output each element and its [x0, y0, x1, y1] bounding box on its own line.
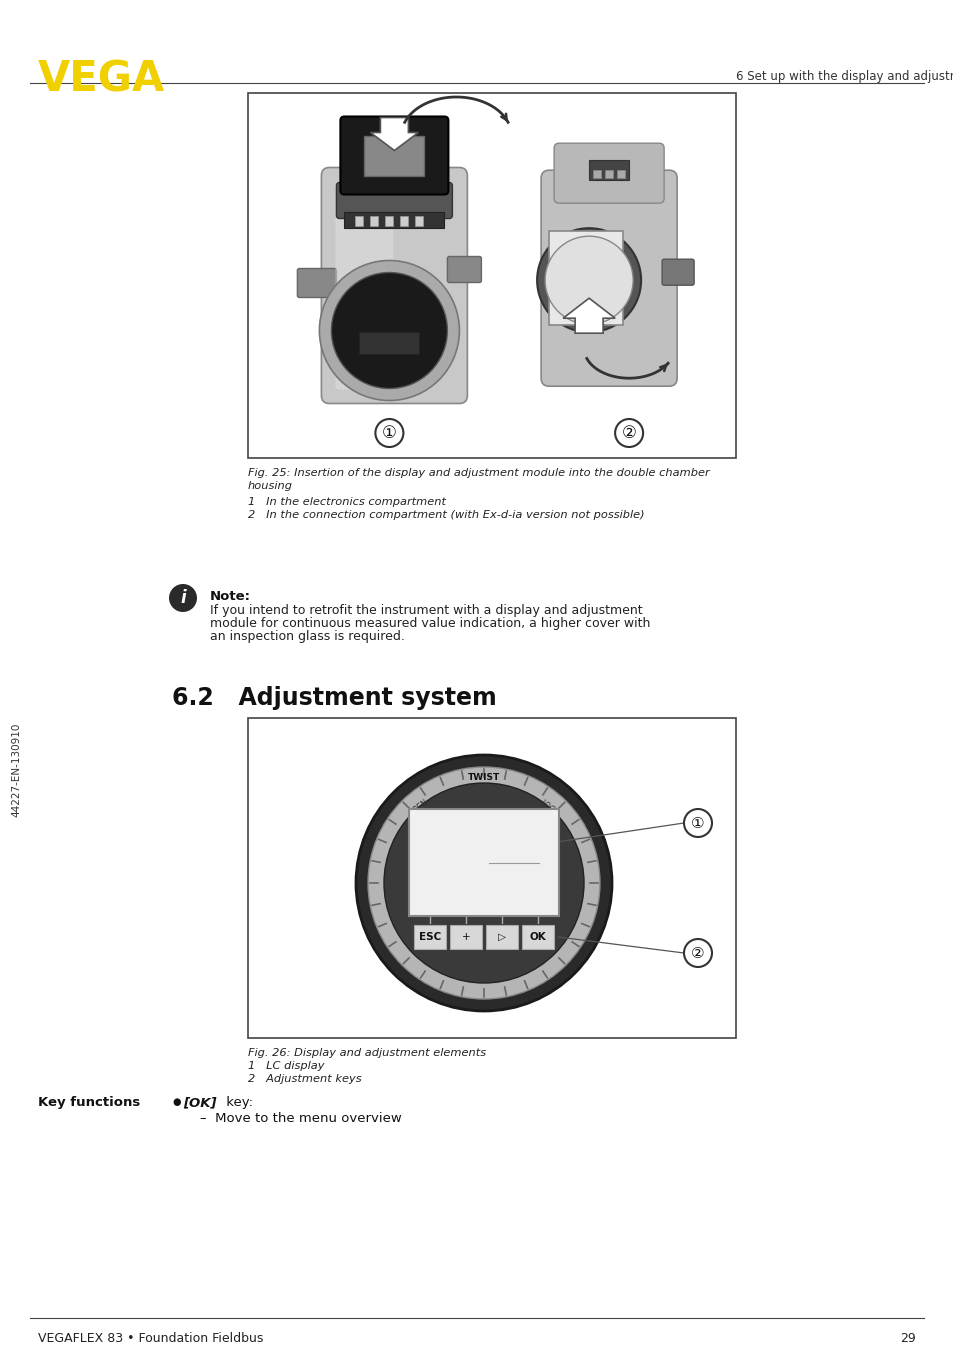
FancyBboxPatch shape — [370, 215, 378, 226]
Text: Key functions: Key functions — [38, 1095, 140, 1109]
Text: OK: OK — [529, 932, 546, 942]
Circle shape — [331, 272, 447, 389]
FancyBboxPatch shape — [409, 808, 558, 917]
Circle shape — [384, 783, 583, 983]
Text: 29: 29 — [900, 1332, 915, 1345]
FancyBboxPatch shape — [485, 925, 517, 949]
FancyBboxPatch shape — [549, 232, 622, 325]
Text: +: + — [461, 932, 470, 942]
Text: Fig. 25: Insertion of the display and adjustment module into the double chamber: Fig. 25: Insertion of the display and ad… — [248, 468, 709, 478]
Text: ②: ② — [691, 945, 704, 960]
FancyBboxPatch shape — [297, 268, 336, 298]
Text: ②: ② — [621, 424, 636, 441]
FancyBboxPatch shape — [321, 168, 467, 403]
Text: 1   In the electronics compartment: 1 In the electronics compartment — [248, 497, 446, 506]
Text: ESC: ESC — [418, 932, 440, 942]
FancyBboxPatch shape — [520, 923, 555, 951]
Text: ▷: ▷ — [497, 932, 505, 942]
Text: housing: housing — [248, 481, 293, 492]
Text: i: i — [180, 589, 186, 607]
FancyBboxPatch shape — [450, 925, 481, 949]
FancyBboxPatch shape — [364, 135, 424, 176]
Text: ●: ● — [172, 1097, 180, 1108]
Circle shape — [375, 418, 403, 447]
FancyBboxPatch shape — [400, 215, 408, 226]
FancyBboxPatch shape — [414, 925, 446, 949]
FancyBboxPatch shape — [540, 171, 677, 386]
Text: If you intend to retrofit the instrument with a display and adjustment: If you intend to retrofit the instrument… — [210, 604, 642, 617]
Text: module for continuous measured value indication, a higher cover with: module for continuous measured value ind… — [210, 617, 650, 630]
FancyBboxPatch shape — [617, 171, 624, 179]
FancyBboxPatch shape — [248, 93, 735, 458]
FancyBboxPatch shape — [589, 160, 628, 180]
FancyBboxPatch shape — [340, 116, 448, 195]
FancyBboxPatch shape — [344, 211, 444, 227]
Text: VEGAFLEX 83 • Foundation Fieldbus: VEGAFLEX 83 • Foundation Fieldbus — [38, 1332, 263, 1345]
FancyBboxPatch shape — [359, 332, 419, 353]
Text: OPEN: OPEN — [408, 798, 430, 818]
Circle shape — [355, 756, 612, 1011]
Text: TWIST: TWIST — [467, 773, 499, 783]
Text: –  Move to the menu overview: – Move to the menu overview — [200, 1112, 401, 1125]
FancyBboxPatch shape — [449, 923, 482, 951]
FancyBboxPatch shape — [593, 171, 600, 179]
FancyBboxPatch shape — [521, 925, 554, 949]
Circle shape — [683, 808, 711, 837]
Text: 44227-EN-130910: 44227-EN-130910 — [11, 723, 21, 818]
FancyBboxPatch shape — [484, 923, 518, 951]
Text: 2   In the connection compartment (with Ex-d-ia version not possible): 2 In the connection compartment (with Ex… — [248, 510, 644, 520]
Circle shape — [368, 766, 599, 999]
Text: key:: key: — [222, 1095, 253, 1109]
Circle shape — [683, 940, 711, 967]
Polygon shape — [562, 298, 615, 333]
FancyBboxPatch shape — [385, 215, 393, 226]
FancyBboxPatch shape — [661, 259, 694, 286]
Text: Note:: Note: — [210, 590, 251, 603]
Polygon shape — [370, 118, 418, 150]
FancyBboxPatch shape — [415, 215, 423, 226]
Circle shape — [537, 229, 640, 332]
Circle shape — [544, 236, 633, 324]
Text: 6 Set up with the display and adjustment module: 6 Set up with the display and adjustment… — [735, 70, 953, 83]
Text: [OK]: [OK] — [183, 1095, 216, 1109]
Text: LOCK: LOCK — [537, 799, 559, 818]
Text: Fig. 26: Display and adjustment elements: Fig. 26: Display and adjustment elements — [248, 1048, 486, 1057]
FancyBboxPatch shape — [604, 171, 613, 179]
Circle shape — [319, 260, 459, 401]
Text: 6.2   Adjustment system: 6.2 Adjustment system — [172, 686, 497, 709]
Text: ①: ① — [691, 815, 704, 830]
FancyBboxPatch shape — [248, 718, 735, 1039]
FancyBboxPatch shape — [336, 183, 452, 218]
Text: 2   Adjustment keys: 2 Adjustment keys — [248, 1074, 361, 1085]
Text: an inspection glass is required.: an inspection glass is required. — [210, 630, 404, 643]
Circle shape — [169, 584, 196, 612]
Text: ①: ① — [381, 424, 396, 441]
FancyBboxPatch shape — [554, 144, 663, 203]
FancyBboxPatch shape — [355, 215, 363, 226]
FancyBboxPatch shape — [447, 256, 481, 283]
Text: 1   LC display: 1 LC display — [248, 1062, 324, 1071]
Circle shape — [615, 418, 642, 447]
Text: VEGA: VEGA — [38, 58, 165, 100]
FancyBboxPatch shape — [413, 923, 447, 951]
FancyBboxPatch shape — [335, 181, 393, 390]
